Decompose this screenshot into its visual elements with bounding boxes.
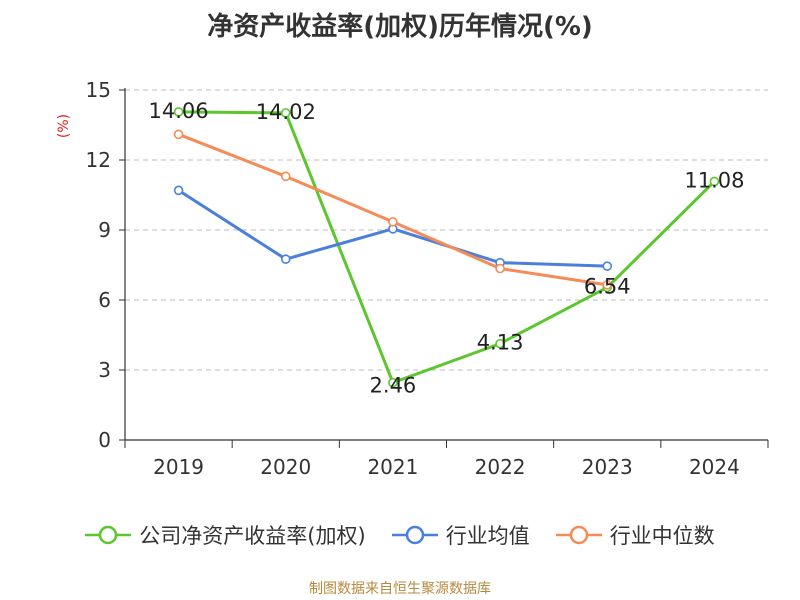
legend-label: 公司净资产收益率(加权) [139, 524, 366, 548]
data-label-2024: 11.08 [684, 168, 744, 192]
x-tick-label-2019: 2019 [153, 455, 204, 479]
x-tick-label-2020: 2020 [260, 455, 311, 479]
chart-title: 净资产收益率(加权)历年情况(%) [207, 12, 593, 42]
legend-marker-icon [85, 525, 132, 545]
data-label-2019: 14.06 [149, 99, 209, 123]
y-tick-label-0: 0 [98, 428, 111, 452]
legend-marker-icon [555, 525, 602, 545]
legend-item-0[interactable]: 公司净资产收益率(加权) [85, 520, 366, 550]
point-2-2022 [495, 263, 505, 274]
data-label-2020: 14.02 [256, 100, 316, 124]
y-tick-label-15: 15 [86, 78, 111, 102]
x-tick-label-2023: 2023 [582, 455, 633, 479]
y-tick-label-12: 12 [86, 148, 111, 172]
source-note: 制图数据来自恒生聚源数据库 [309, 581, 491, 597]
legend-item-1[interactable]: 行业均值 [391, 520, 530, 550]
x-tick-label-2024: 2024 [689, 455, 740, 479]
legend-item-2[interactable]: 行业中位数 [555, 520, 715, 550]
point-0-2022 [495, 338, 505, 349]
point-0-2020 [280, 108, 291, 118]
data-label-2021: 2.46 [370, 374, 417, 398]
series-line-0 [178, 110, 716, 385]
point-0-2021 [388, 377, 398, 388]
y-axis-label: (%) [56, 114, 72, 138]
point-1-2019 [173, 185, 184, 196]
legend-label: 行业均值 [445, 524, 530, 548]
point-2-2019 [173, 129, 184, 140]
data-label-2022: 4.13 [477, 331, 524, 355]
legend-marker-icon [391, 525, 438, 545]
y-tick-label-6: 6 [98, 288, 111, 312]
series-line-2 [178, 132, 608, 287]
point-0-2019 [173, 107, 184, 117]
point-1-2020 [280, 254, 291, 264]
point-2-2023 [602, 280, 613, 290]
data-label-2023: 6.54 [584, 274, 631, 298]
x-tick-label-2021: 2021 [367, 455, 418, 479]
legend-label: 行业中位数 [609, 524, 715, 548]
point-0-2024 [709, 176, 720, 187]
legend: 公司净资产收益率(加权) 行业均值 行业中位数 [0, 520, 800, 550]
x-tick-label-2022: 2022 [475, 455, 526, 479]
point-2-2021 [388, 217, 398, 227]
point-1-2023 [602, 261, 613, 271]
y-tick-label-9: 9 [98, 218, 111, 242]
point-2-2020 [280, 171, 291, 182]
y-tick-label-3: 3 [98, 358, 111, 382]
